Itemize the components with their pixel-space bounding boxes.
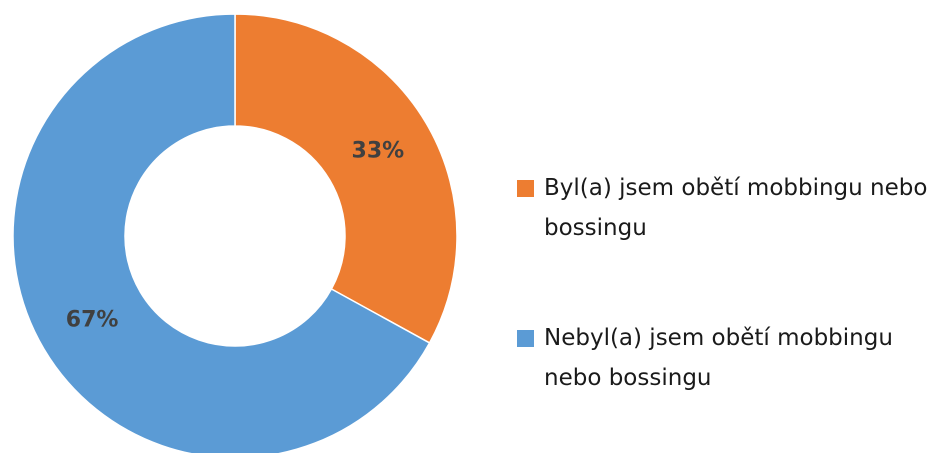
legend-swatch [517, 330, 534, 347]
donut-slice [12, 13, 431, 453]
legend-swatch [517, 180, 534, 197]
legend-item: Byl(a) jsem obětí mobbingu nebo bossingu [517, 168, 934, 248]
data-label: 33% [352, 138, 405, 163]
legend-item: Nebyl(a) jsem obětí mobbingu nebo bossin… [517, 318, 934, 398]
data-label: 67% [66, 308, 119, 333]
donut-slice [234, 13, 458, 344]
legend-label: Nebyl(a) jsem obětí mobbingu nebo bossin… [544, 325, 893, 391]
legend-label: Byl(a) jsem obětí mobbingu nebo bossingu [544, 175, 928, 241]
